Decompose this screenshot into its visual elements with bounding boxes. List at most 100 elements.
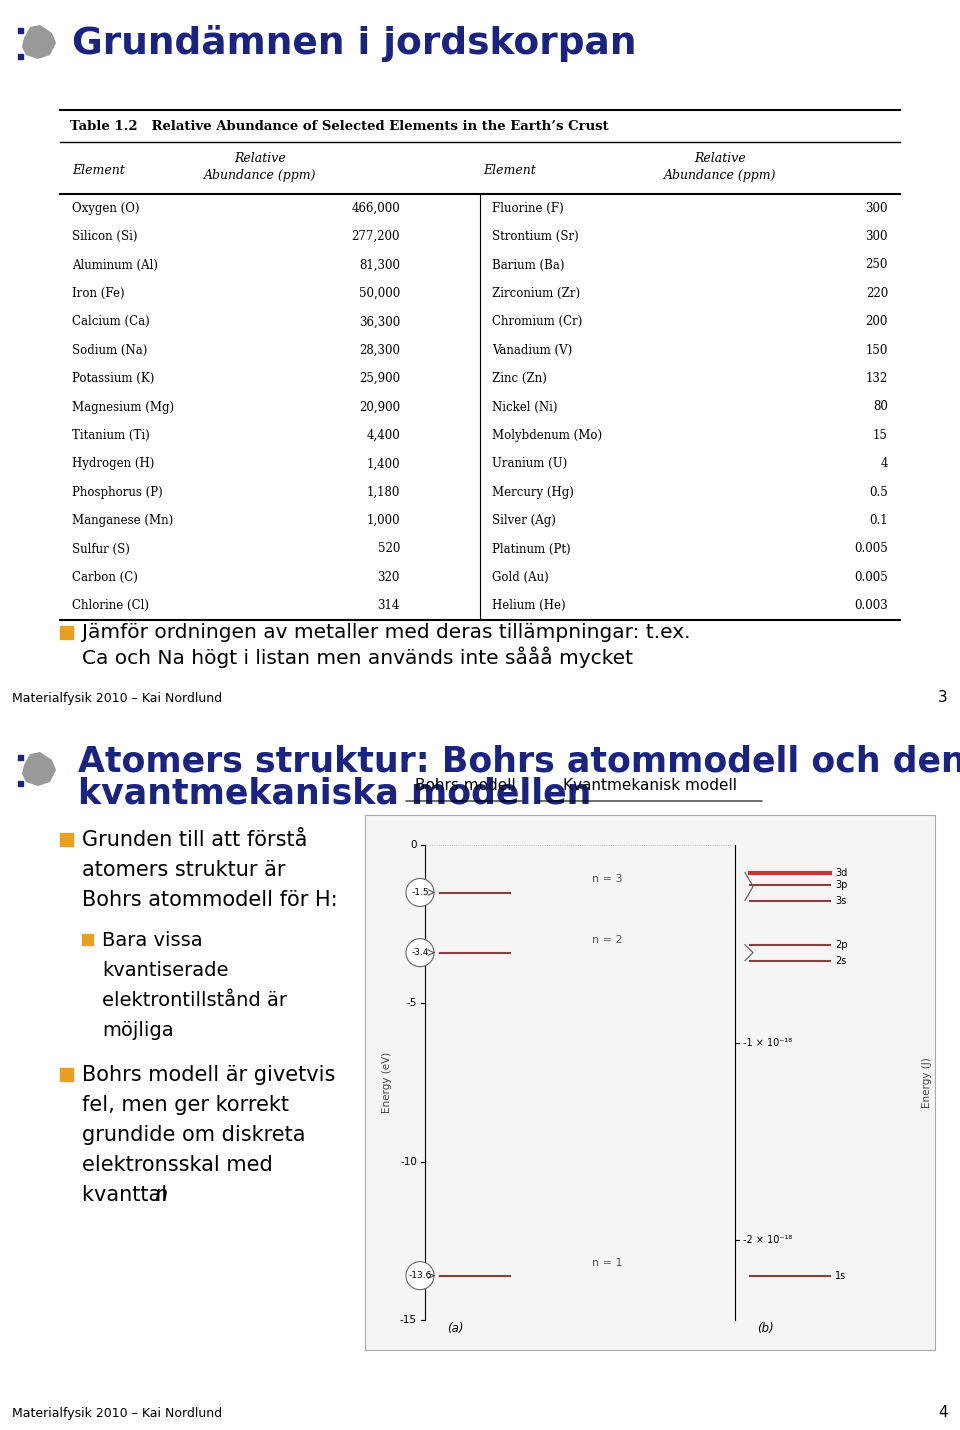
Text: 150: 150	[866, 343, 888, 356]
Text: n: n	[154, 1185, 167, 1205]
Text: Ca och Na högt i listan men används inte sååå mycket: Ca och Na högt i listan men används inte…	[82, 646, 633, 668]
Text: Bohrs modell: Bohrs modell	[415, 778, 516, 794]
Text: (a): (a)	[446, 1321, 464, 1336]
Text: grundide om diskreta: grundide om diskreta	[82, 1125, 305, 1145]
Text: 80: 80	[874, 400, 888, 413]
Bar	[60, 834, 73, 847]
Text: Calcium (Ca): Calcium (Ca)	[72, 315, 150, 329]
Text: Uranium (U): Uranium (U)	[492, 458, 567, 470]
Text: Materialfysik 2010 – Kai Nordlund: Materialfysik 2010 – Kai Nordlund	[12, 692, 222, 705]
Text: 4,400: 4,400	[367, 429, 400, 442]
Text: Gold (Au): Gold (Au)	[492, 571, 549, 583]
Text: 3p: 3p	[835, 879, 848, 889]
Text: 1,000: 1,000	[367, 515, 400, 528]
Bar	[60, 1068, 73, 1081]
Text: 3: 3	[938, 691, 948, 705]
Text: 132: 132	[866, 372, 888, 385]
Text: 0.1: 0.1	[870, 515, 888, 528]
Text: Energy (J): Energy (J)	[922, 1057, 932, 1108]
Text: 2p: 2p	[835, 940, 848, 950]
Text: Grundämnen i jordskorpan: Grundämnen i jordskorpan	[72, 24, 636, 61]
Text: Aluminum (Al): Aluminum (Al)	[72, 259, 158, 272]
Text: -2 × 10⁻¹⁸: -2 × 10⁻¹⁸	[743, 1236, 792, 1246]
Text: Relative: Relative	[694, 152, 746, 164]
Text: 25,900: 25,900	[359, 372, 400, 385]
Text: 36,300: 36,300	[359, 315, 400, 329]
Text: Titanium (Ti): Titanium (Ti)	[72, 429, 150, 442]
Text: Sulfur (S): Sulfur (S)	[72, 542, 130, 555]
Text: -1.5: -1.5	[411, 888, 429, 897]
Text: elektrontillstånd är: elektrontillstånd är	[102, 991, 287, 1010]
Text: 50,000: 50,000	[359, 287, 400, 300]
Text: Barium (Ba): Barium (Ba)	[492, 259, 564, 272]
Bar	[60, 110, 900, 621]
Text: Chromium (Cr): Chromium (Cr)	[492, 315, 583, 329]
Circle shape	[406, 938, 434, 967]
Text: Strontium (Sr): Strontium (Sr)	[492, 230, 579, 243]
Bar	[18, 29, 23, 33]
Text: 466,000: 466,000	[351, 202, 400, 214]
Text: 0.005: 0.005	[854, 542, 888, 555]
Polygon shape	[22, 24, 56, 59]
Text: Zirconium (Zr): Zirconium (Zr)	[492, 287, 580, 300]
Text: Materialfysik 2010 – Kai Nordlund: Materialfysik 2010 – Kai Nordlund	[12, 1407, 222, 1420]
Text: -15: -15	[400, 1316, 417, 1326]
Text: Relative: Relative	[234, 152, 286, 164]
Text: 300: 300	[866, 230, 888, 243]
Text: atomers struktur är: atomers struktur är	[82, 859, 285, 879]
Text: Potassium (K): Potassium (K)	[72, 372, 155, 385]
Text: Chlorine (Cl): Chlorine (Cl)	[72, 599, 149, 612]
Text: kvanttal: kvanttal	[82, 1185, 174, 1205]
Bar	[18, 781, 23, 787]
Text: Table 1.2   Relative Abundance of Selected Elements in the Earth’s Crust: Table 1.2 Relative Abundance of Selected…	[70, 120, 609, 133]
Text: Mercury (Hg): Mercury (Hg)	[492, 486, 574, 499]
Text: n = 1: n = 1	[592, 1257, 623, 1267]
Text: Bohrs modell är givetvis: Bohrs modell är givetvis	[82, 1065, 335, 1085]
Text: 0: 0	[411, 839, 417, 849]
Text: 520: 520	[377, 542, 400, 555]
Text: 3s: 3s	[835, 895, 847, 905]
Bar	[18, 54, 23, 59]
Text: n = 3: n = 3	[592, 875, 623, 885]
Text: 15: 15	[874, 429, 888, 442]
Text: Zinc (Zn): Zinc (Zn)	[492, 372, 547, 385]
Text: -1 × 10⁻¹⁸: -1 × 10⁻¹⁸	[743, 1038, 792, 1048]
Text: Grunden till att förstå: Grunden till att förstå	[82, 829, 307, 849]
Text: Jämför ordningen av metaller med deras tillämpningar: t.ex.: Jämför ordningen av metaller med deras t…	[82, 623, 690, 642]
Text: Abundance (ppm): Abundance (ppm)	[204, 170, 316, 183]
Text: Vanadium (V): Vanadium (V)	[492, 343, 572, 356]
Text: Manganese (Mn): Manganese (Mn)	[72, 515, 173, 528]
Text: Nickel (Ni): Nickel (Ni)	[492, 400, 558, 413]
Polygon shape	[22, 752, 56, 787]
Text: Kvantmekanisk modell: Kvantmekanisk modell	[563, 778, 737, 794]
Text: 1,180: 1,180	[367, 486, 400, 499]
Text: Platinum (Pt): Platinum (Pt)	[492, 542, 570, 555]
Text: Iron (Fe): Iron (Fe)	[72, 287, 125, 300]
Text: Magnesium (Mg): Magnesium (Mg)	[72, 400, 174, 413]
Text: 0.5: 0.5	[869, 486, 888, 499]
Text: 320: 320	[377, 571, 400, 583]
Text: 277,200: 277,200	[351, 230, 400, 243]
Text: 220: 220	[866, 287, 888, 300]
Text: Fluorine (F): Fluorine (F)	[492, 202, 564, 214]
Text: -13.6: -13.6	[408, 1271, 432, 1280]
Text: 1,400: 1,400	[367, 458, 400, 470]
Text: Element: Element	[72, 163, 125, 176]
Text: 4: 4	[880, 458, 888, 470]
Bar	[60, 626, 73, 639]
Text: Sodium (Na): Sodium (Na)	[72, 343, 148, 356]
Text: Atomers struktur: Bohrs atommodell och den: Atomers struktur: Bohrs atommodell och d…	[78, 745, 960, 779]
Text: Bara vissa: Bara vissa	[102, 931, 203, 950]
Text: möjliga: möjliga	[102, 1021, 174, 1040]
Text: Element: Element	[484, 163, 537, 176]
Text: kvantiserade: kvantiserade	[102, 961, 228, 980]
Text: Silicon (Si): Silicon (Si)	[72, 230, 137, 243]
Text: 81,300: 81,300	[359, 259, 400, 272]
Text: 314: 314	[377, 599, 400, 612]
Text: 250: 250	[866, 259, 888, 272]
Text: 4: 4	[938, 1406, 948, 1420]
Text: -10: -10	[400, 1157, 417, 1167]
Text: Helium (He): Helium (He)	[492, 599, 565, 612]
Text: Phosphorus (P): Phosphorus (P)	[72, 486, 163, 499]
Text: 0.005: 0.005	[854, 571, 888, 583]
